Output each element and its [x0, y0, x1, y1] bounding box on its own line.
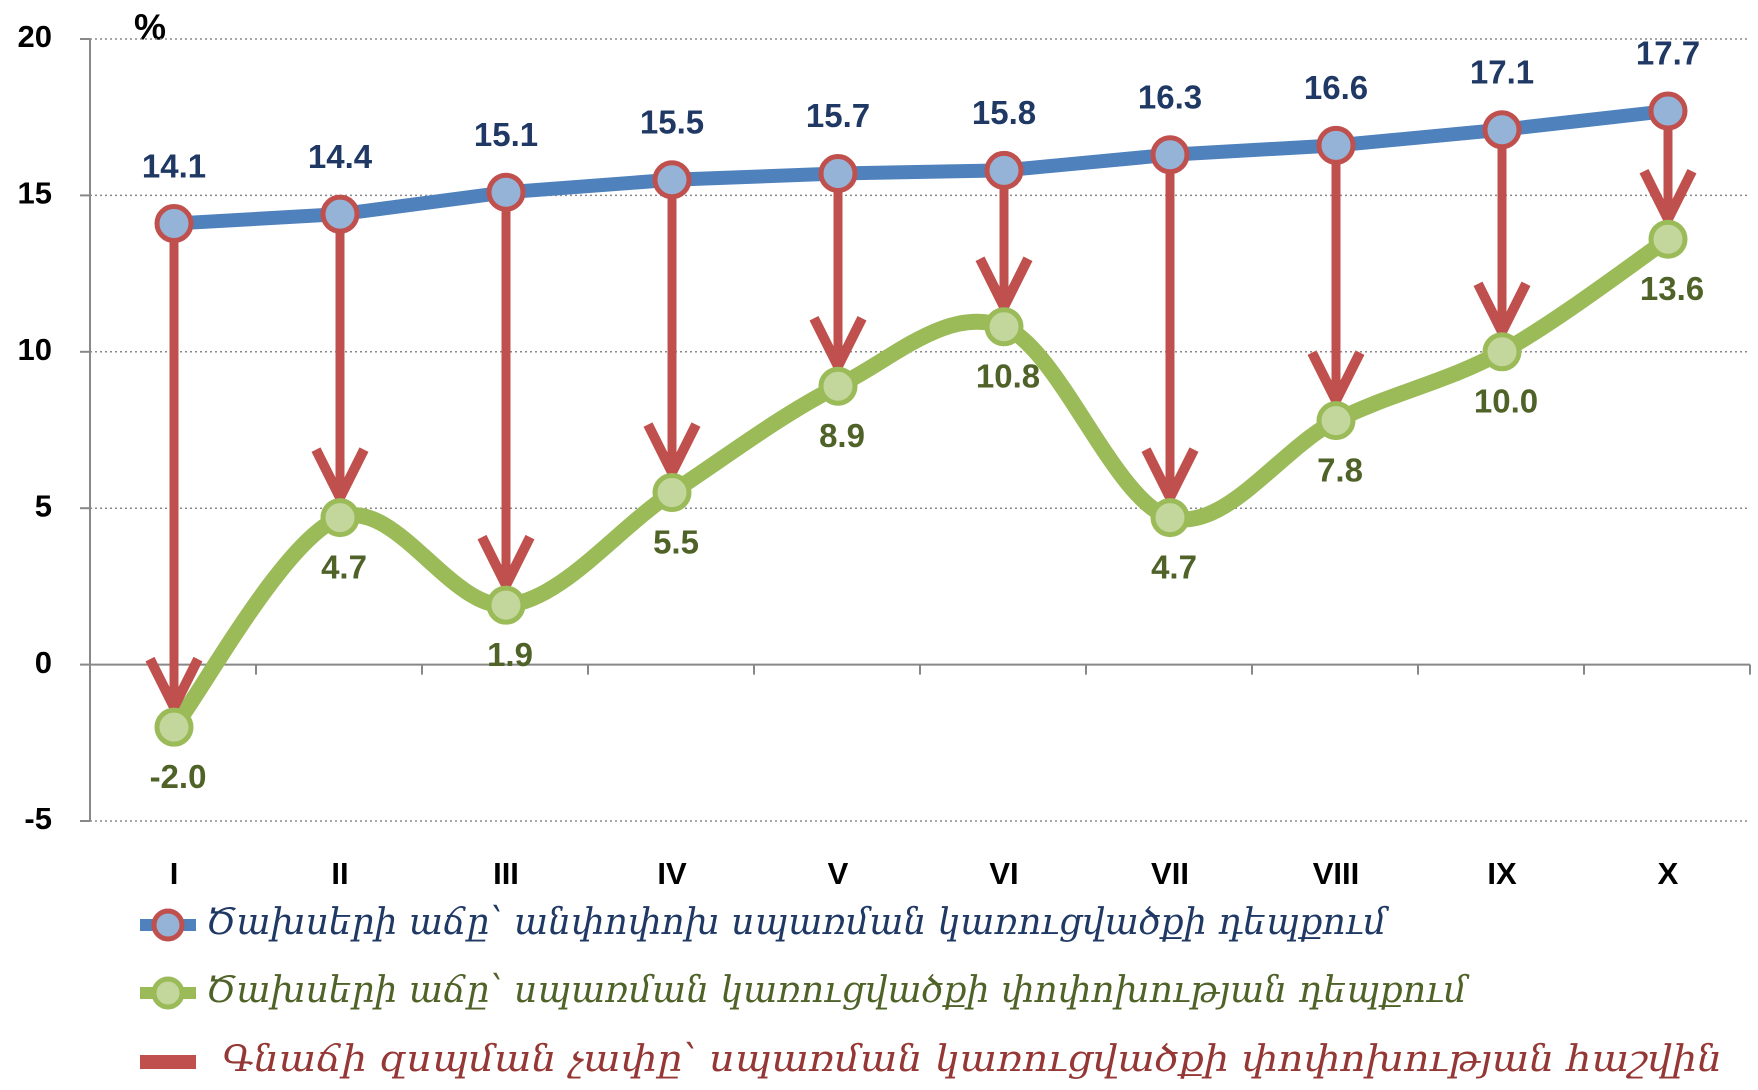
marker [984, 307, 1024, 347]
data-label: -2.0 [150, 758, 207, 795]
data-label: 16.3 [1138, 78, 1202, 115]
arrow [643, 197, 701, 484]
data-label: 15.8 [972, 94, 1036, 131]
arrow [809, 191, 867, 378]
series-line [166, 231, 1676, 736]
x-tick-label: VI [989, 856, 1018, 891]
marker [1150, 135, 1190, 175]
x-tick-label: I [170, 856, 179, 891]
data-label: 14.4 [308, 138, 373, 175]
marker [1648, 219, 1688, 259]
arrow [311, 232, 369, 509]
marker [1482, 332, 1522, 372]
arrow-head [1307, 350, 1365, 412]
y-tick-label: 0 [35, 645, 52, 680]
marker [818, 366, 858, 406]
marker [652, 160, 692, 200]
data-label: 10.8 [976, 357, 1040, 394]
data-label: 5.5 [653, 523, 699, 560]
series-line [167, 103, 1675, 231]
arrow-head [477, 534, 535, 597]
arrow [975, 188, 1033, 318]
x-tick-label: VII [1151, 856, 1189, 891]
marker [652, 473, 692, 513]
marker [1150, 498, 1190, 538]
marker [320, 194, 360, 234]
marker [486, 172, 526, 212]
y-tick-label: 20 [18, 19, 52, 54]
data-label: 13.6 [1640, 270, 1704, 307]
y-axis-label: % [134, 7, 166, 48]
marker [1316, 401, 1356, 441]
marker [1482, 110, 1522, 150]
x-tick-label: V [828, 856, 849, 891]
data-label: 4.7 [1151, 548, 1197, 585]
x-tick-label: IV [657, 856, 687, 891]
marker [154, 204, 194, 244]
legend-swatch [140, 1055, 196, 1069]
data-label: 15.1 [474, 116, 538, 153]
data-label: 15.7 [806, 97, 870, 134]
legend-marker [151, 908, 185, 942]
arrow-head [145, 656, 203, 719]
arrow [1639, 128, 1697, 231]
y-tick-label: 5 [35, 488, 52, 523]
arrow [145, 241, 203, 719]
data-label: 8.9 [819, 417, 865, 454]
data-label: 1.9 [487, 636, 533, 673]
x-tick-label: VIII [1313, 856, 1360, 891]
y-tick-label: 15 [18, 176, 52, 211]
data-label: 4.7 [321, 548, 367, 585]
data-label: 14.1 [142, 147, 206, 184]
arrow [1473, 147, 1531, 343]
x-tick-label: IX [1487, 856, 1517, 891]
arrow-head [1141, 447, 1199, 509]
x-tick-label: III [493, 856, 519, 891]
data-label: 7.8 [1317, 451, 1363, 488]
data-label: 15.5 [640, 103, 704, 140]
marker [320, 498, 360, 538]
marker [154, 707, 194, 747]
marker [1648, 91, 1688, 131]
arrow-head [1639, 168, 1697, 231]
arrow-head [311, 447, 369, 509]
legend-label: Գնաճի զսպման չափը՝ սպառման կառուցվածքի փ… [222, 1039, 1722, 1080]
y-tick-label: -5 [24, 801, 52, 836]
x-tick-label: II [331, 856, 348, 891]
arrow-head [643, 422, 701, 484]
data-label: 17.7 [1636, 35, 1700, 72]
marker [818, 154, 858, 194]
marker [1316, 125, 1356, 165]
arrow [1141, 172, 1199, 509]
legend-marker [151, 976, 185, 1010]
y-tick-label: 10 [18, 332, 52, 367]
marker [486, 585, 526, 625]
data-label: 16.6 [1304, 69, 1368, 106]
arrow-head [1473, 281, 1531, 343]
x-tick-label: X [1658, 856, 1679, 891]
legend-label: Ծախսերի աճը՝ սպառման կառուցվածքի փոփոխու… [206, 970, 1470, 1011]
arrow-head [809, 315, 867, 378]
marker [984, 150, 1024, 190]
arrow-head [975, 256, 1033, 318]
data-label: 10.0 [1474, 383, 1538, 420]
arrow [477, 210, 535, 597]
data-label: 17.1 [1470, 53, 1534, 90]
arrow [1307, 163, 1365, 412]
legend-label: Ծախսերի աճը՝ անփոփոխ սպառման կառուցվածքի… [206, 902, 1389, 943]
